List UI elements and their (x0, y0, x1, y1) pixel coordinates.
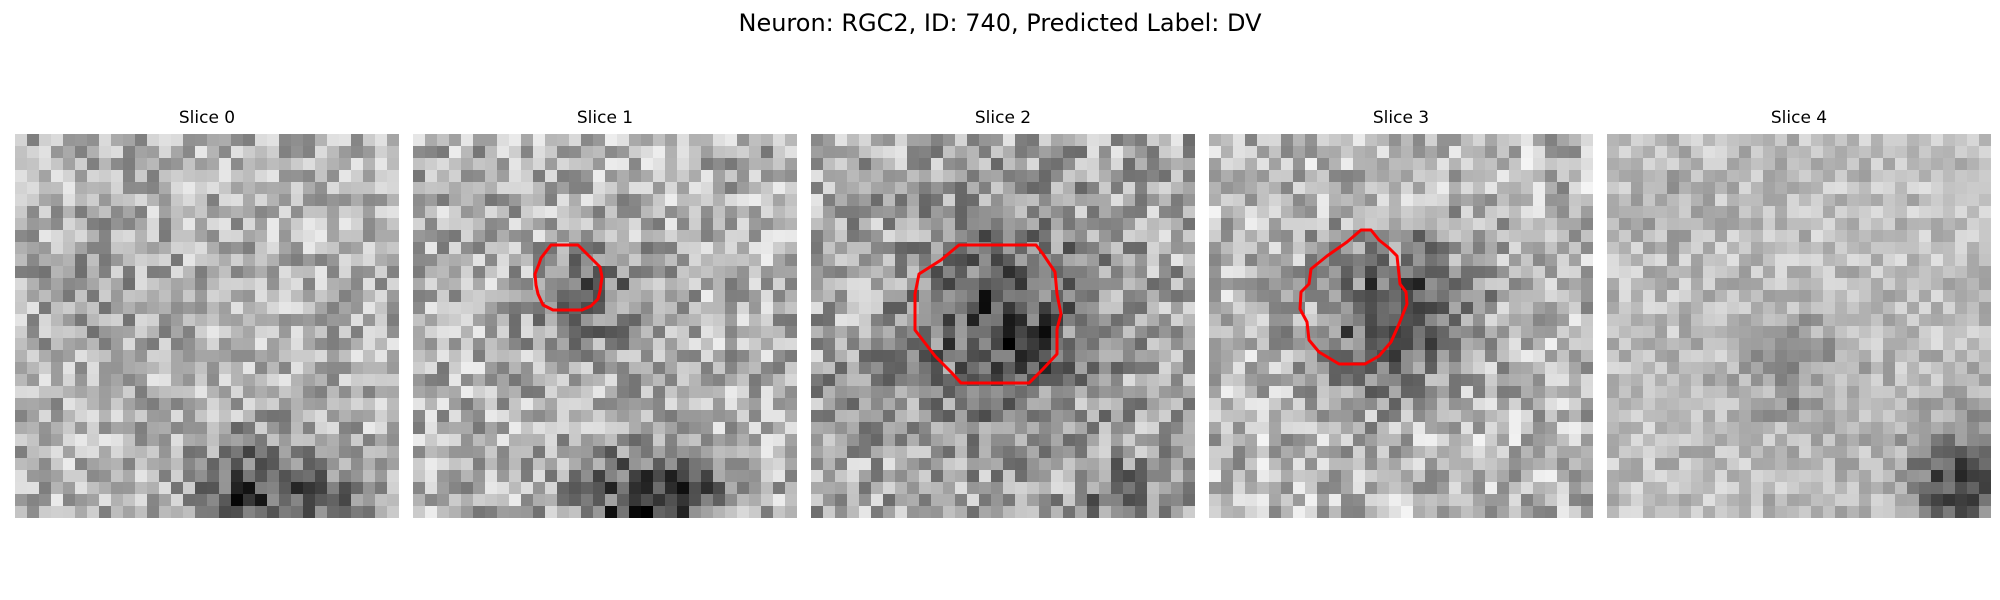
slice-panel-4: Slice 4 (1607, 108, 1991, 518)
slice-panel-1: Slice 1 (413, 108, 797, 518)
slice-image-svg (15, 134, 399, 518)
slice-panel-2: Slice 2 (811, 108, 1195, 518)
slice-title: Slice 2 (974, 108, 1032, 128)
slice-title: Slice 1 (576, 108, 634, 128)
slice-title: Slice 0 (178, 108, 236, 128)
slice-image-svg (811, 134, 1195, 518)
slice-panel-0: Slice 0 (15, 108, 399, 518)
figure-title: Neuron: RGC2, ID: 740, Predicted Label: … (738, 9, 1262, 37)
roi-contour (533, 243, 604, 312)
slice-image (811, 134, 1195, 518)
slice-title: Slice 3 (1372, 108, 1430, 128)
slice-image (413, 134, 797, 518)
roi-contour (913, 243, 1063, 385)
slice-image-svg (1607, 134, 1991, 518)
slice-image (1209, 134, 1593, 518)
slice-image-svg (1209, 134, 1593, 518)
slice-image (1607, 134, 1991, 518)
slice-image-svg (413, 134, 797, 518)
roi-contour (1298, 228, 1409, 366)
slice-panel-3: Slice 3 (1209, 108, 1593, 518)
slice-title: Slice 4 (1770, 108, 1828, 128)
slice-image (15, 134, 399, 518)
